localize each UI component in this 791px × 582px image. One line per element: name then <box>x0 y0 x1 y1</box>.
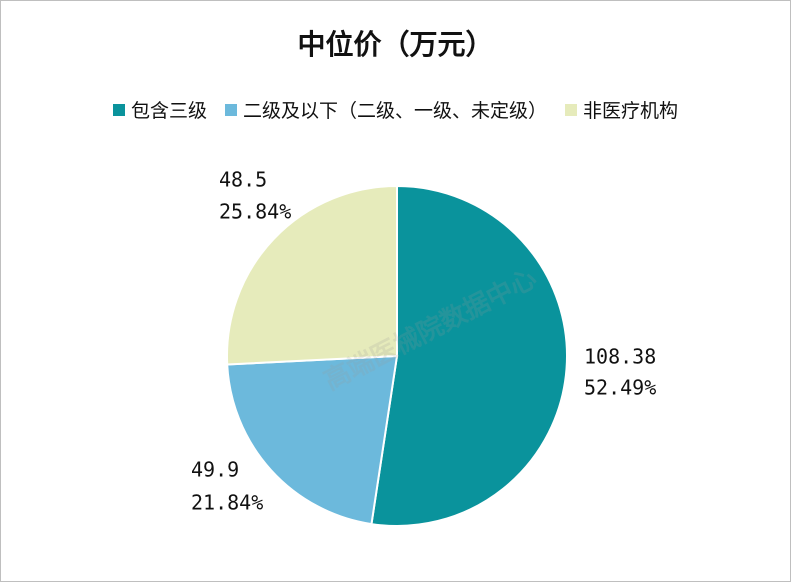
legend: 包含三级 二级及以下（二级、一级、未定级） 非医疗机构 <box>1 96 790 123</box>
legend-label: 包含三级 <box>130 100 207 122</box>
chart-title: 中位价（万元） <box>297 28 494 61</box>
legend-item: 包含三级 <box>112 96 207 123</box>
pie-slice <box>226 184 398 366</box>
value-label: 49.9 <box>191 458 239 482</box>
legend-item: 二级及以下（二级、一级、未定级） <box>224 96 547 123</box>
pie-slice <box>370 184 568 527</box>
percent-label: 25.84% <box>219 200 291 224</box>
legend-swatch <box>224 103 237 116</box>
legend-swatch <box>565 103 577 116</box>
pie-slice <box>226 354 399 526</box>
percent-label: 21.84% <box>191 491 263 515</box>
legend-label: 二级及以下（二级、一级、未定级） <box>242 100 547 122</box>
value-label: 108.38 <box>584 345 656 369</box>
legend-swatch <box>112 103 125 116</box>
legend-label: 非医疗机构 <box>583 100 679 122</box>
value-label: 48.5 <box>219 168 267 192</box>
legend-item: 非医疗机构 <box>565 96 678 123</box>
percent-label: 52.49% <box>584 376 656 400</box>
